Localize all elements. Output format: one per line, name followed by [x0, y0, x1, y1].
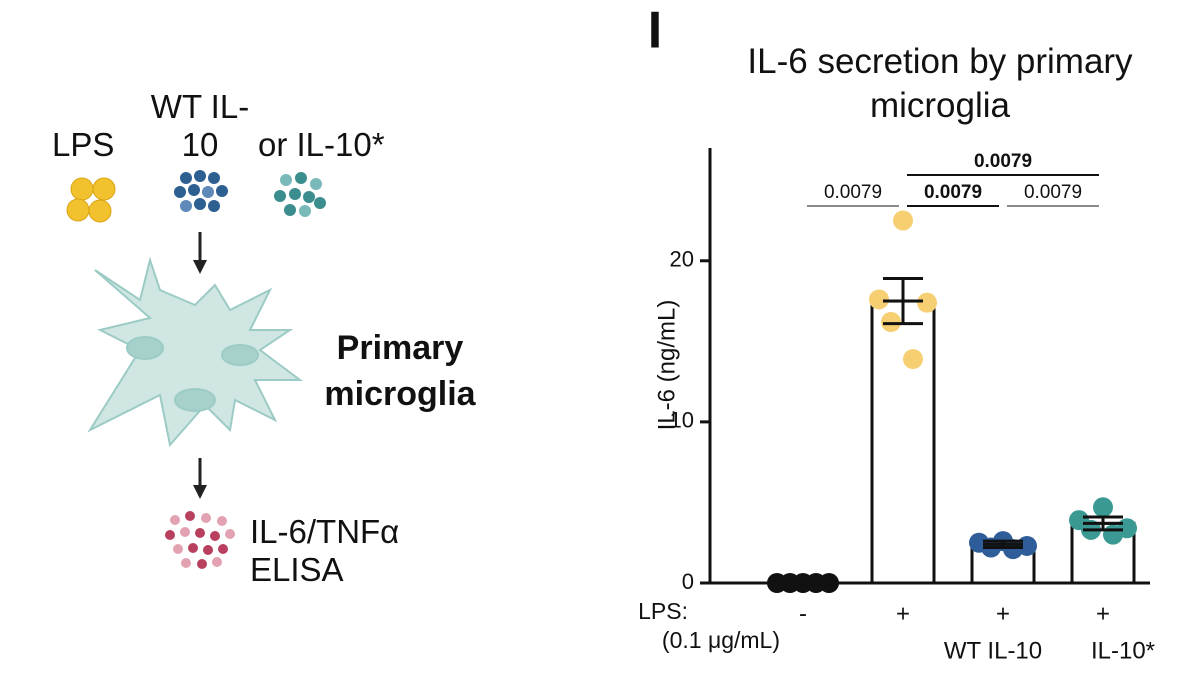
x-tick-label: + — [1096, 600, 1110, 627]
diagram-label: WT IL-10 — [150, 88, 250, 163]
lps-dots — [66, 177, 116, 223]
panel-label: I — [648, 2, 662, 60]
bar — [870, 299, 936, 585]
significance-label: 0.0079 — [1024, 182, 1082, 203]
treatment-label: WT IL-10 — [944, 637, 1042, 664]
significance-label: 0.0079 — [974, 151, 1032, 172]
data-point — [1103, 524, 1123, 545]
chart-title: IL-6 secretion by primary microglia — [747, 42, 1133, 125]
data-point — [903, 349, 923, 370]
x-tick-label: + — [996, 600, 1010, 627]
data-point — [917, 292, 937, 313]
y-tick-label: 0 — [682, 569, 694, 594]
il10-star-dots — [274, 172, 326, 217]
row-label: LPS: — [638, 598, 688, 624]
treatment-label: IL-10* — [1091, 637, 1155, 664]
diagram-label: or IL-10* — [258, 126, 385, 163]
data-point — [819, 573, 839, 593]
significance-label: 0.0079 — [824, 182, 882, 203]
row-label: (0.1 μg/mL) — [662, 627, 780, 653]
x-tick-label: - — [799, 600, 807, 627]
data-point — [869, 289, 889, 310]
diagram-label: IL-6/TNFα ELISA — [250, 513, 400, 588]
arrows — [193, 232, 207, 499]
microglia-cells — [87, 256, 303, 448]
data-point — [893, 210, 913, 231]
data-point — [881, 312, 901, 332]
elisa-dots — [165, 511, 235, 569]
y-tick-label: 20 — [670, 247, 694, 272]
data-point — [1093, 497, 1113, 518]
significance-label: 0.0079 — [924, 182, 982, 203]
il10-dots — [174, 170, 228, 212]
diagram-label: LPS — [52, 126, 115, 163]
y-axis-label: IL-6 (ng/mL) — [653, 300, 680, 431]
y-tick-label: 10 — [670, 408, 694, 433]
x-tick-label: + — [896, 600, 910, 627]
diagram-label: Primary microglia — [324, 329, 476, 413]
